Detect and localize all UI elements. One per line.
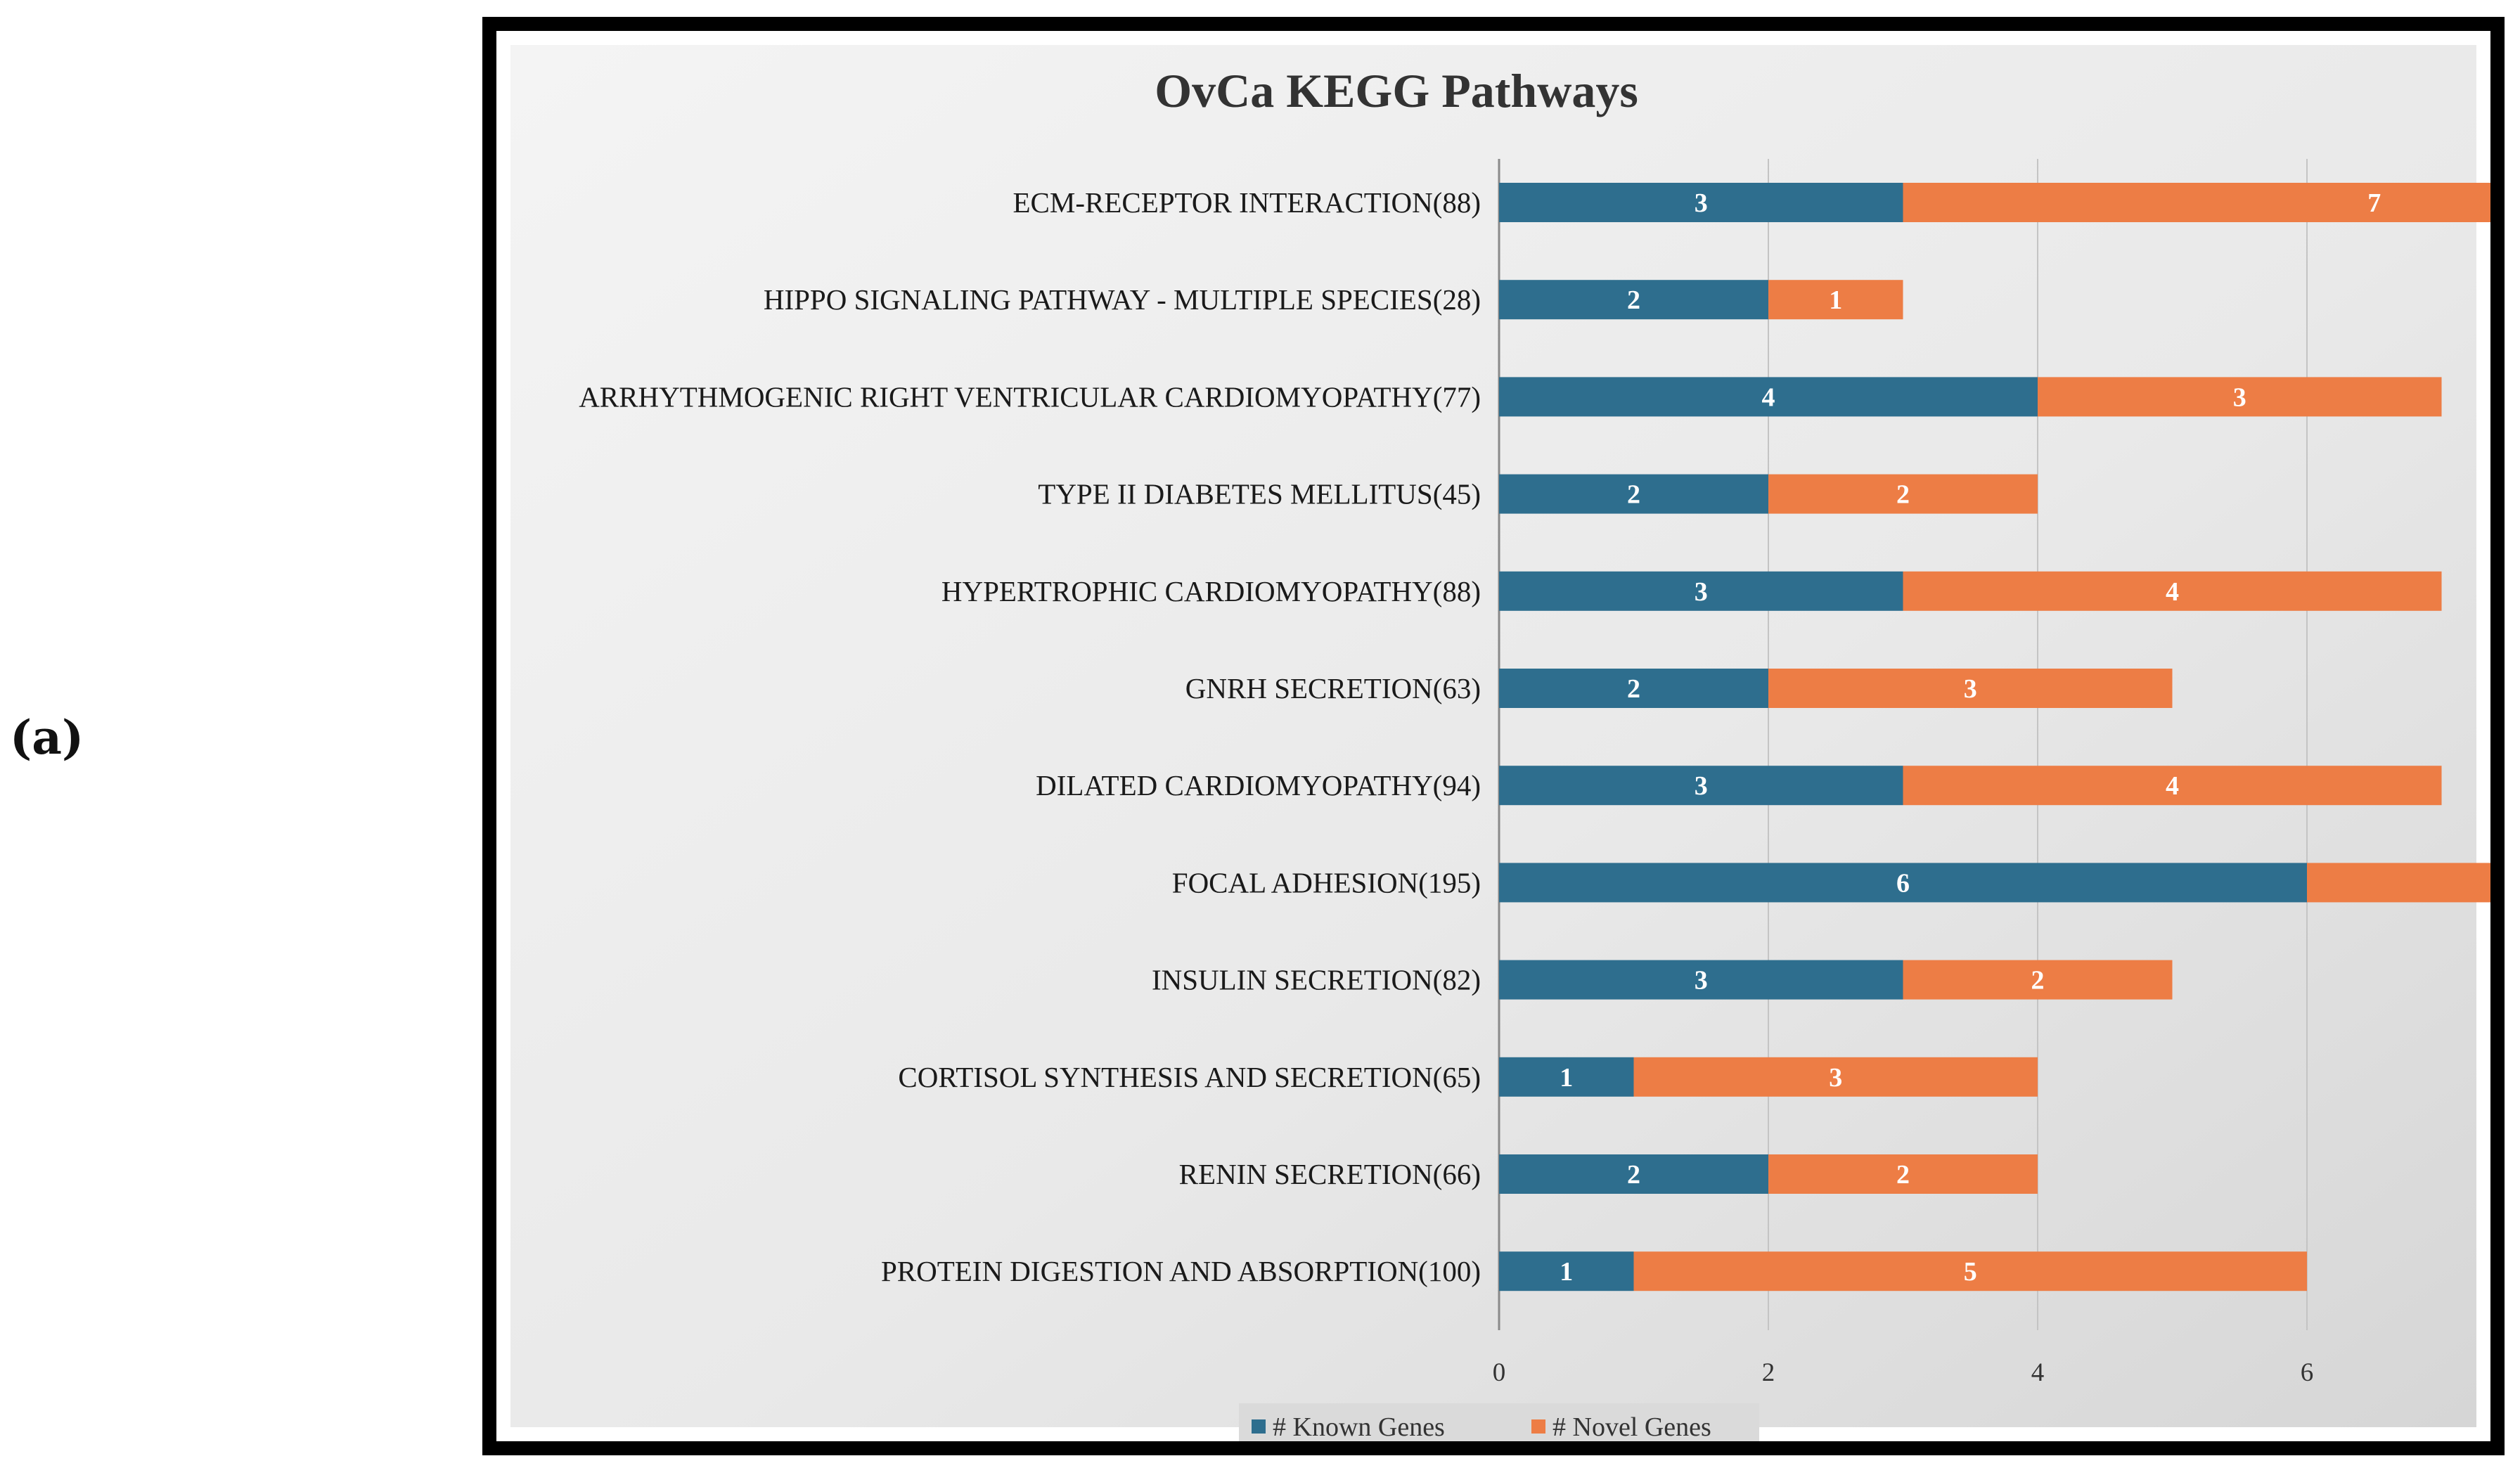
novel-genes-bar [1903,960,2173,1000]
x-tick-label: 6 [2301,1358,2314,1387]
bars: 372143223423346732132215 [1499,183,2490,1292]
plot-background [510,45,2476,1427]
known-genes-bar [1499,669,1768,708]
known-genes-data-label: 6 [1896,868,1910,898]
known-genes-data-label: 1 [1560,1257,1573,1287]
novel-genes-data-label: 3 [2233,382,2246,412]
novel-genes-data-label: 7 [2367,188,2381,218]
known-genes-bar [1499,863,2307,903]
grid-lines [1498,159,2308,1330]
known-genes-data-label: 4 [1762,382,1775,412]
legend-box [1239,1403,1759,1441]
category-label: ECM-RECEPTOR INTERACTION(88) [1013,186,1481,219]
known-genes-data-label: 2 [1627,1160,1640,1190]
legend-swatch-known [1252,1419,1266,1434]
panel-label: (a) [10,710,84,765]
legend-label-novel: # Novel Genes [1552,1412,1711,1441]
category-label: PROTEIN DIGESTION AND ABSORPTION(100) [881,1255,1481,1287]
known-genes-data-label: 1 [1560,1063,1573,1093]
novel-genes-data-label: 1 [1829,285,1842,315]
known-genes-data-label: 3 [1695,966,1708,996]
novel-genes-data-label: 5 [1964,1257,1977,1287]
known-genes-data-label: 3 [1695,188,1708,218]
novel-genes-data-label: 3 [1829,1063,1842,1093]
novel-genes-bar [1768,1154,2038,1194]
known-genes-data-label: 2 [1627,480,1640,510]
known-genes-bar [1499,1057,1634,1097]
known-genes-bar [1499,474,1768,514]
category-label: RENIN SECRETION(66) [1179,1158,1481,1190]
novel-genes-data-label: 2 [2031,966,2045,996]
category-label: TYPE II DIABETES MELLITUS(45) [1038,478,1481,510]
category-label: FOCAL ADHESION(195) [1172,866,1481,898]
category-labels: ECM-RECEPTOR INTERACTION(88) HIPPO SIGNAL… [579,186,1481,1287]
novel-genes-bar [1903,183,2490,222]
category-label: HIPPO SIGNALING PATHWAY - MULTIPLE SPECI… [764,283,1481,316]
novel-genes-bar [1903,571,2442,611]
legend-swatch-novel [1531,1419,1545,1434]
x-tick-label: 0 [1493,1358,1506,1387]
novel-genes-bar [2038,377,2442,417]
category-label: GNRH SECRETION(63) [1185,672,1481,704]
known-genes-bar [1499,377,2038,417]
novel-genes-bar [1633,1057,2038,1097]
bar-chart: OvCa KEGG Pathways 372143223423346732132… [510,45,2490,1441]
known-genes-bar [1499,1154,1768,1194]
known-genes-data-label: 2 [1627,674,1640,704]
category-label: DILATED CARDIOMYOPATHY(94) [1036,769,1481,801]
legend-label-known: # Known Genes [1273,1412,1445,1441]
novel-genes-bar [1903,766,2442,806]
novel-genes-data-label: 3 [1964,674,1977,704]
chart-title: OvCa KEGG Pathways [1155,64,1638,117]
x-tick-labels: 02468101214 [1493,1358,2314,1387]
known-genes-bar [1499,1251,1634,1292]
novel-genes-bar [1768,474,2038,514]
novel-genes-data-label: 2 [1896,1160,1910,1190]
category-label: HYPERTROPHIC CARDIOMYOPATHY(88) [941,575,1481,607]
novel-genes-bar [1768,280,1903,320]
x-tick-label: 2 [1762,1358,1775,1387]
legend: # Known Genes # Novel Genes [1239,1403,1759,1441]
category-label: INSULIN SECRETION(82) [1152,964,1481,996]
known-genes-bar [1499,280,1768,320]
chart-frame: OvCa KEGG Pathways 372143223423346732132… [482,17,2505,1455]
novel-genes-data-label: 2 [1896,480,1910,510]
novel-genes-data-label: 4 [2166,771,2179,801]
x-tick-label: 4 [2031,1358,2045,1387]
category-label: CORTISOL SYNTHESIS AND SECRETION(65) [898,1061,1481,1093]
novel-genes-bar [1768,669,2173,708]
novel-genes-data-label: 4 [2166,577,2179,607]
known-genes-bar [1499,960,1903,1000]
known-genes-data-label: 3 [1695,577,1708,607]
known-genes-data-label: 3 [1695,771,1708,801]
known-genes-bar [1499,766,1903,806]
known-genes-bar [1499,571,1903,611]
novel-genes-bar [1633,1251,2307,1292]
known-genes-data-label: 2 [1627,285,1640,315]
novel-genes-bar [2307,863,2490,903]
known-genes-bar [1499,183,1903,222]
category-label: ARRHYTHMOGENIC RIGHT VENTRICULAR CARDIOM… [579,380,1481,413]
